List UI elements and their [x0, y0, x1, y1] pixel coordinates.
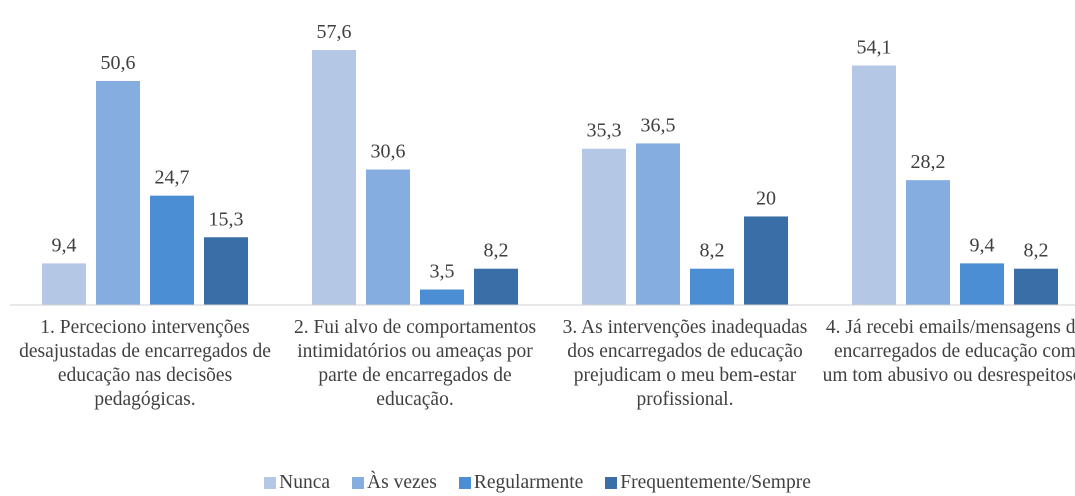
data-label: 20 [756, 187, 776, 209]
bar [744, 216, 788, 305]
bar [582, 148, 626, 305]
data-label: 15,3 [209, 208, 244, 230]
legend-item: Regularmente [458, 472, 584, 494]
data-label: 24,7 [155, 167, 190, 189]
legend-swatch [352, 477, 365, 489]
data-label: 8,2 [1024, 240, 1049, 262]
data-label: 30,6 [371, 141, 406, 163]
legend-label: Frequentemente/Sempre [620, 472, 811, 493]
legend-swatch [264, 477, 277, 489]
legend-label: Regularmente [473, 472, 584, 493]
bar [636, 143, 680, 305]
bar [852, 65, 896, 306]
data-label: 8,2 [700, 240, 725, 262]
bar [42, 263, 86, 305]
x-tick-label: 2. Fui alvo de comportamentos intimidató… [293, 317, 537, 410]
data-label: 9,4 [970, 234, 995, 256]
bar [960, 263, 1004, 305]
data-label: 3,5 [430, 261, 455, 283]
legend-item: Às vezes [352, 472, 437, 494]
bar [474, 268, 518, 305]
legend-swatch [605, 477, 618, 489]
data-label: 36,5 [641, 114, 676, 136]
data-label: 28,2 [911, 151, 946, 173]
legend-item: Frequentemente/Sempre [605, 472, 811, 494]
data-label: 8,2 [484, 240, 509, 262]
bar [690, 268, 734, 305]
bar [150, 195, 194, 305]
data-label: 50,6 [101, 52, 136, 74]
data-label: 35,3 [587, 120, 622, 142]
bar [204, 237, 248, 305]
data-label: 9,4 [52, 234, 77, 256]
data-label: 54,1 [857, 36, 892, 58]
x-tick-label: 3. As intervenções inadequadas dos encar… [562, 317, 808, 410]
x-tick-label: 4. Já recebi emails/mensagens de encarre… [822, 317, 1075, 386]
bar [312, 50, 356, 305]
data-label: 57,6 [317, 21, 352, 43]
bar [366, 169, 410, 305]
bar [1014, 268, 1058, 305]
legend: Nunca Às vezes Regularmente Frequentemente/… [0, 472, 1075, 494]
legend-swatch [458, 477, 471, 489]
legend-label: Nunca [279, 472, 331, 493]
legend-item: Nunca [264, 472, 330, 494]
x-tick-label: 1. Perceciono intervenções desajustadas … [19, 317, 271, 410]
bar [420, 289, 464, 305]
bar [906, 180, 950, 305]
legend-label: Às vezes [367, 472, 437, 493]
bar [96, 80, 140, 305]
